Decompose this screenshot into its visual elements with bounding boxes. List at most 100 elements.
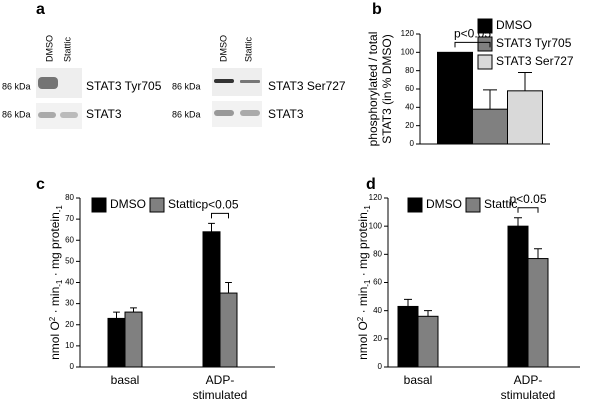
- y-tick-label: 0: [70, 362, 75, 371]
- legend-label: Stattic: [168, 197, 201, 211]
- row-label: STAT3: [268, 107, 304, 121]
- y-axis-label: STAT3 (in % DMSO): [380, 34, 394, 144]
- significance-bracket: [517, 207, 539, 213]
- y-axis-label-part: nmol O: [356, 321, 370, 360]
- bar: [124, 311, 143, 368]
- lane-label: DMSO: [44, 35, 54, 62]
- y-tick-label: 40: [373, 306, 382, 315]
- x-tick-label: basal: [404, 373, 433, 387]
- legend-swatch: [477, 18, 493, 34]
- legend-swatch: [91, 197, 107, 213]
- y-tick-label: 50: [65, 256, 74, 265]
- y-axis-label: nmol O2 · min-1 · mg protein-1: [356, 205, 372, 360]
- blot-band: [214, 110, 234, 116]
- y-tick-label: 70: [65, 214, 74, 223]
- significance-bracket: [454, 41, 491, 48]
- marker-label: 86 kDa: [2, 81, 31, 91]
- y-tick-label: 60: [405, 84, 414, 93]
- y-axis-label: phosphorylated / total: [366, 32, 380, 147]
- bar: [202, 231, 221, 368]
- y-axis-label-part: 2: [356, 316, 365, 321]
- x-tick-label: ADP-stimulated: [193, 373, 248, 402]
- y-axis-label-part: -1: [363, 205, 372, 213]
- panel-label: a: [36, 1, 45, 18]
- bar: [417, 315, 439, 368]
- marker-label: 86 kDa: [2, 109, 31, 119]
- error-bar: [534, 248, 542, 259]
- blot-band: [38, 112, 56, 118]
- blot-band: [240, 110, 260, 116]
- panel-label: b: [372, 1, 382, 18]
- error-bar: [404, 298, 412, 307]
- x-tick-label-line: ADP-: [206, 373, 235, 387]
- legend-swatch: [465, 197, 481, 213]
- y-axis-label-part: -1: [363, 279, 372, 287]
- legend-label: STAT3 Ser727: [496, 54, 574, 68]
- y-axis-label-part: · mg protein: [356, 212, 370, 279]
- legend-swatch: [149, 197, 165, 213]
- y-tick-label: 100: [401, 47, 415, 56]
- y-axis-label-part: · min: [356, 287, 370, 317]
- bar: [507, 225, 529, 368]
- y-axis-label-part: · min: [48, 287, 62, 317]
- y-tick-label: 20: [65, 320, 74, 329]
- error-bar: [208, 222, 215, 232]
- error-bar: [514, 217, 522, 227]
- x-tick-label-line: stimulated: [193, 388, 248, 402]
- x-tick-label-line: ADP-: [514, 373, 543, 387]
- legend-swatch: [477, 36, 493, 52]
- bar: [107, 317, 126, 368]
- annotation: p<0.05: [454, 27, 491, 41]
- blot-band: [38, 77, 58, 89]
- row-label: STAT3 Ser727: [268, 79, 346, 93]
- y-tick-label: 100: [369, 221, 383, 230]
- y-tick-label: 80: [373, 249, 382, 258]
- error-bar: [225, 282, 232, 294]
- y-axis-label-part: · mg protein: [48, 212, 62, 279]
- legend-label: DMSO: [426, 197, 462, 211]
- error-bar: [113, 311, 120, 319]
- y-tick-label: 40: [405, 102, 414, 111]
- y-tick-label: 0: [410, 139, 415, 148]
- lane-label: DMSO: [218, 35, 228, 62]
- bar: [527, 258, 549, 368]
- legend-label: DMSO: [110, 197, 146, 211]
- y-tick-label: 60: [65, 235, 74, 244]
- error-bar: [130, 307, 137, 313]
- y-tick-label: 20: [373, 334, 382, 343]
- annotation: p<0.05: [201, 198, 238, 212]
- y-axis-label-part: -1: [55, 205, 64, 213]
- y-tick-label: 120: [401, 29, 415, 38]
- y-tick-label: 60: [373, 278, 382, 287]
- bar: [437, 51, 473, 145]
- y-axis-label-part: nmol O: [48, 321, 62, 360]
- blot-band: [60, 112, 78, 118]
- error-bar: [483, 89, 497, 110]
- significance-bracket: [211, 212, 229, 219]
- y-tick-label: 0: [378, 362, 383, 371]
- y-axis-label: nmol O2 · min-1 · mg protein-1: [48, 205, 64, 360]
- x-tick-label-line: stimulated: [501, 388, 556, 402]
- legend-label: DMSO: [496, 18, 532, 32]
- lane-label: Stattic: [62, 36, 72, 62]
- x-tick-label: basal: [111, 373, 140, 387]
- y-axis-label-part: -1: [55, 279, 64, 287]
- panel-label: d: [366, 176, 376, 193]
- y-tick-label: 120: [369, 193, 383, 202]
- lane-label: Stattic: [243, 36, 253, 62]
- y-tick-label: 40: [65, 278, 74, 287]
- panel-label: c: [36, 176, 45, 193]
- legend-label: Stattic: [484, 197, 517, 211]
- bar: [397, 305, 419, 368]
- marker-label: 86 kDa: [172, 81, 201, 91]
- y-axis-label-part: 2: [48, 316, 57, 321]
- row-label: STAT3: [86, 107, 122, 121]
- bar: [219, 292, 238, 368]
- marker-label: 86 kDa: [172, 109, 201, 119]
- y-tick-label: 10: [65, 341, 74, 350]
- bar: [472, 108, 508, 145]
- y-tick-label: 80: [65, 193, 74, 202]
- y-tick-label: 20: [405, 121, 414, 130]
- legend-label: STAT3 Tyr705: [496, 36, 572, 50]
